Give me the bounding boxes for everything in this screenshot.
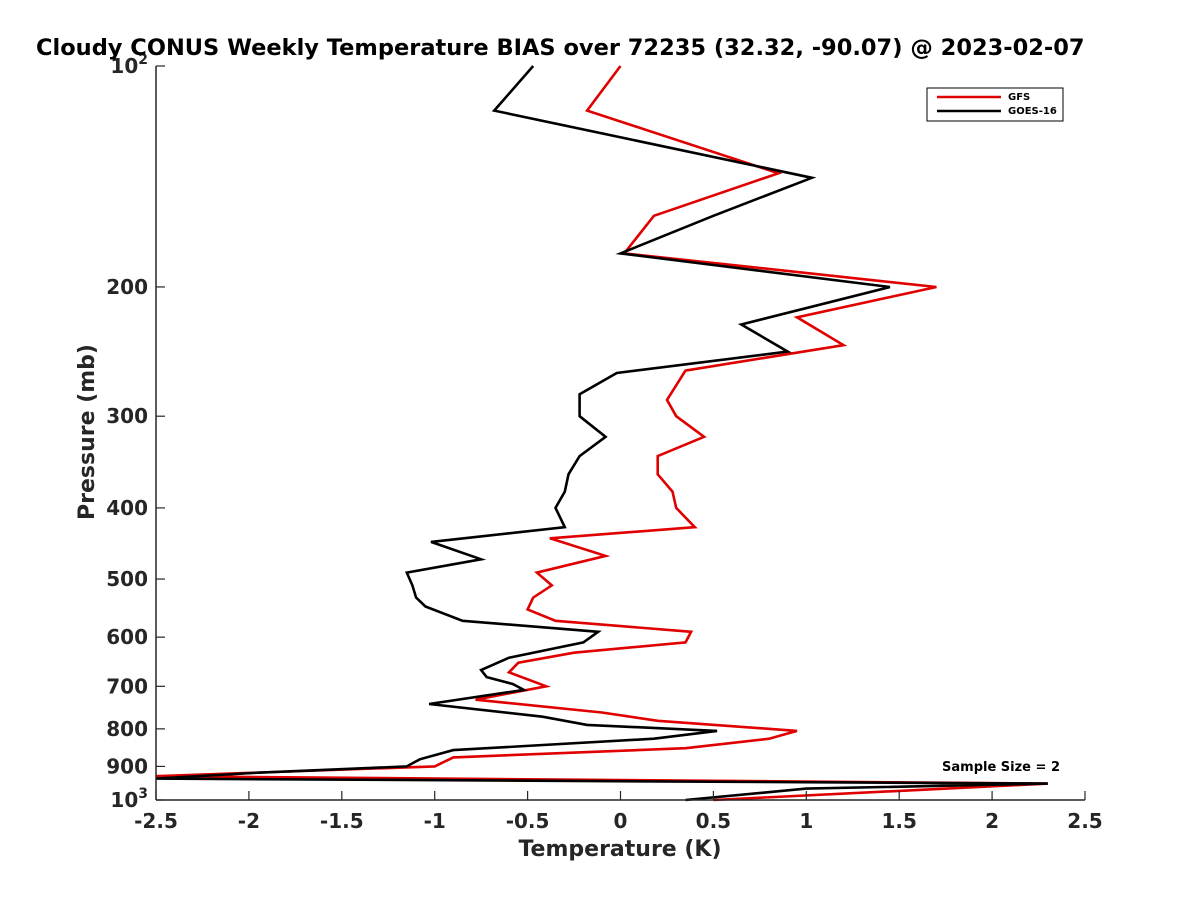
- legend-label-gfs: GFS: [1008, 92, 1030, 103]
- legend: GFS GOES-16: [926, 87, 1064, 122]
- y-tick-label: 102: [110, 52, 148, 78]
- y-tick-label: 103: [110, 786, 148, 812]
- y-tick-label: 800: [106, 717, 148, 741]
- y-tick-label: 600: [106, 625, 148, 649]
- x-tick-label: -0.5: [506, 809, 550, 833]
- y-tick-label: 200: [106, 275, 148, 299]
- y-tick-label: 500: [106, 567, 148, 591]
- x-axis-title: Temperature (K): [518, 837, 721, 862]
- x-tick-label: -2.5: [134, 809, 178, 833]
- x-tick-label: 2: [985, 809, 999, 833]
- sample-size-annotation: Sample Size = 2: [942, 760, 1060, 775]
- series-layer: [155, 65, 1048, 802]
- x-tick-label: 0: [614, 809, 628, 833]
- x-tick-label: -1: [424, 809, 446, 833]
- axes-layer: -2.5 -2 -1.5 -1 -0.5 0 0.5 1 1.5 2 2.5 102 200 300 400…: [106, 52, 1102, 833]
- x-tick-label: 2.5: [1067, 809, 1102, 833]
- x-tick-label: 1: [799, 809, 813, 833]
- series-line-gfs: [155, 65, 1048, 802]
- y-tick-label: 300: [106, 404, 148, 428]
- x-tick-label: 0.5: [696, 809, 731, 833]
- x-tick-label: 1.5: [881, 809, 916, 833]
- legend-label-goes-16: GOES-16: [1008, 106, 1057, 117]
- chart-title: Cloudy CONUS Weekly Temperature BIAS ove…: [36, 35, 1085, 61]
- y-tick-label: 400: [106, 496, 148, 520]
- legend-box: [926, 87, 1064, 122]
- x-tick-label: -1.5: [320, 809, 364, 833]
- x-tick-label: -2: [238, 809, 260, 833]
- y-axis-title: Pressure (mb): [75, 344, 100, 520]
- series-line-goes-16: [155, 65, 1048, 802]
- y-tick-label: 700: [106, 674, 148, 698]
- y-tick-label: 900: [106, 754, 148, 778]
